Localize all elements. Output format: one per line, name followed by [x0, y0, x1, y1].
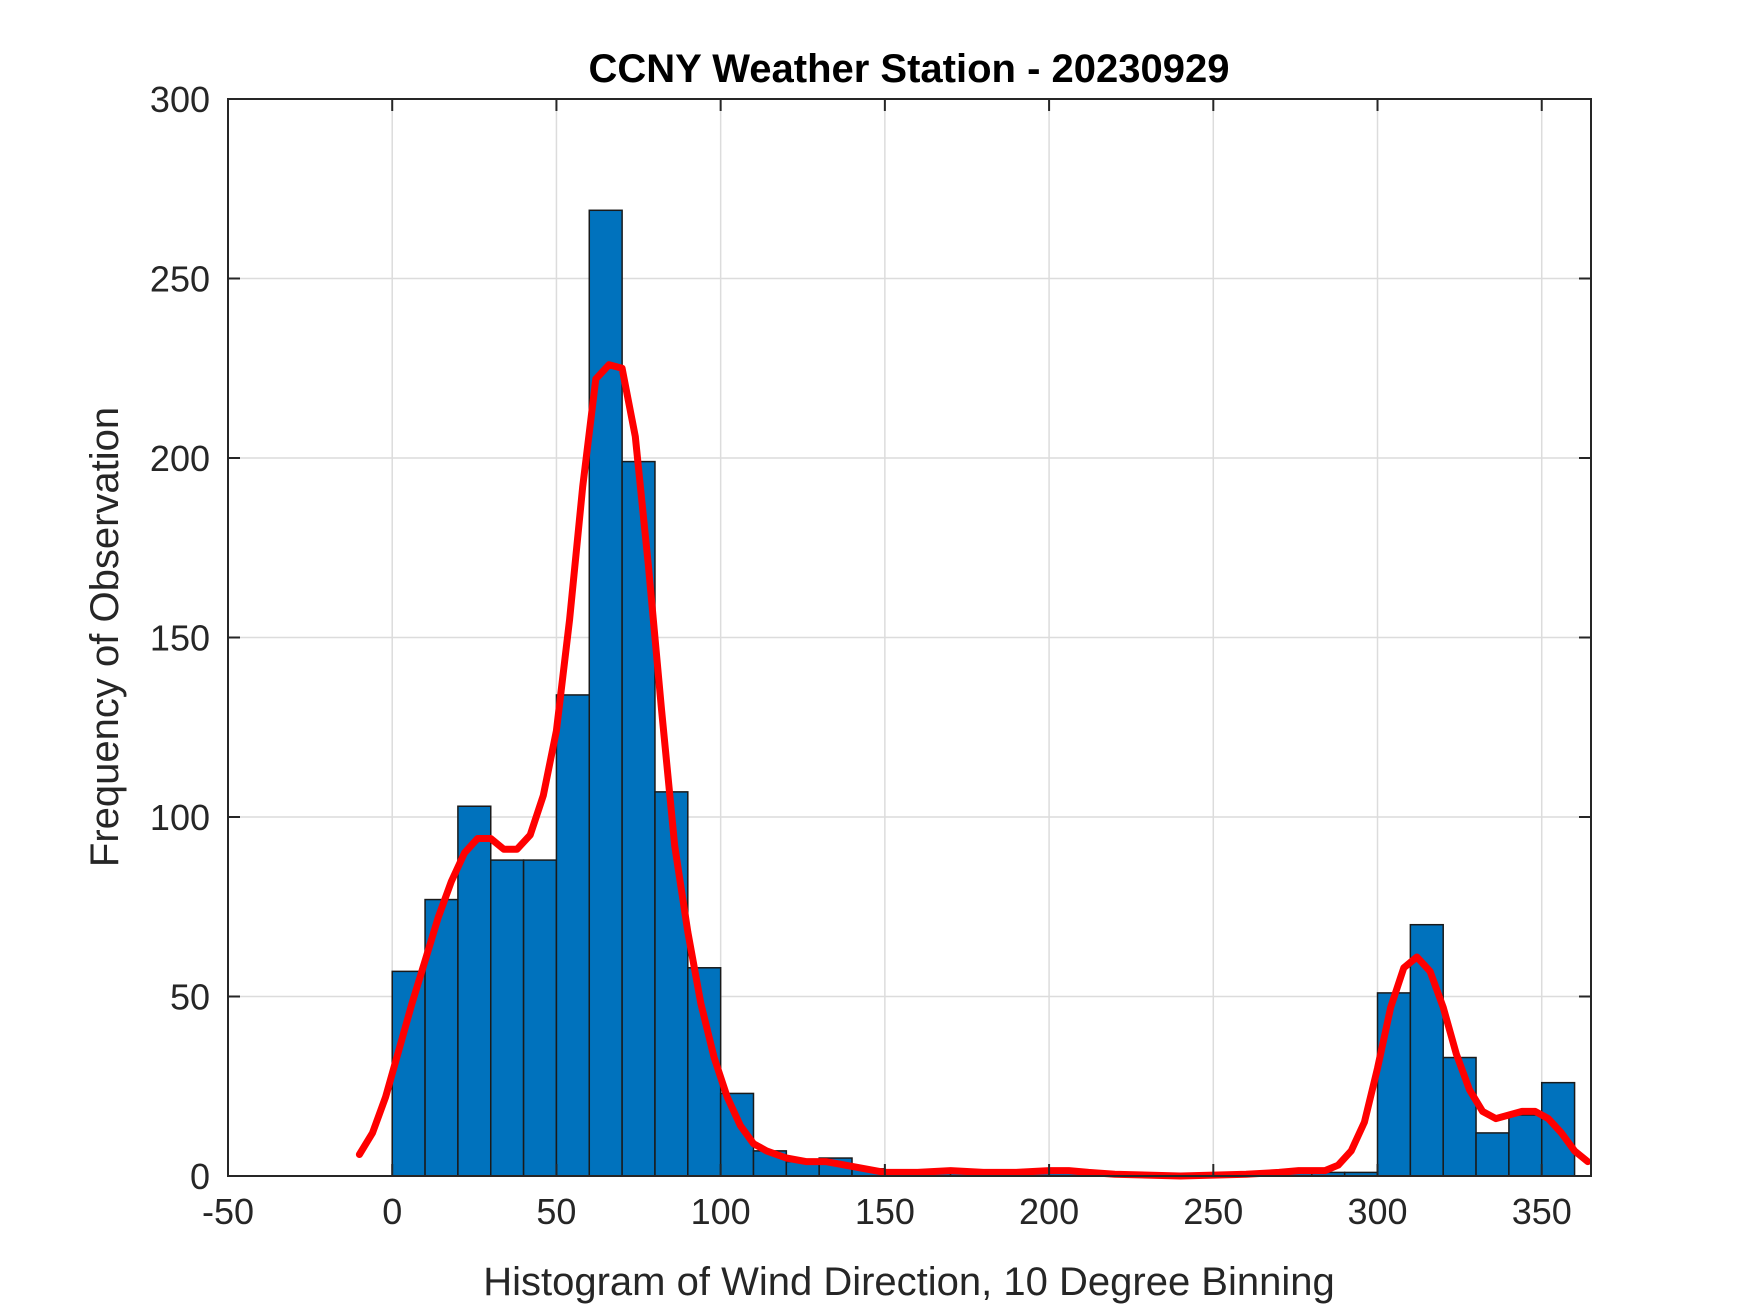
histogram-bar [391, 970, 426, 1177]
histogram-bar [654, 791, 689, 1177]
density-fit-line [355, 361, 1592, 1180]
y-axis-label: Frequency of Observation [83, 407, 127, 867]
x-tick-label: 150 [855, 1191, 915, 1232]
x-tick-label: 350 [1512, 1191, 1572, 1232]
x-tick-label: 100 [691, 1191, 751, 1232]
histogram-bar [1475, 1132, 1510, 1177]
y-tick-label: 250 [150, 259, 210, 300]
histogram-bar [1442, 1056, 1477, 1177]
line-layer [355, 361, 1592, 1180]
bar-layer [391, 209, 1576, 1177]
y-tick-label: 100 [150, 797, 210, 838]
x-tick-label: 0 [382, 1191, 402, 1232]
x-tick-label: 200 [1019, 1191, 1079, 1232]
histogram-bar [588, 209, 623, 1177]
x-tick-label: 50 [536, 1191, 576, 1232]
y-tick-label: 300 [150, 79, 210, 120]
grid-layer [228, 99, 1591, 1176]
histogram-bar [1508, 1114, 1543, 1177]
y-tick-label: 150 [150, 618, 210, 659]
x-tick-labels: -50 0 50 100 150 200 250 300 350 [202, 1191, 1572, 1232]
y-tick-labels: 0 50 100 150 200 250 300 [150, 79, 210, 1197]
histogram-bar [1376, 992, 1412, 1177]
y-tick-label: 0 [190, 1156, 210, 1197]
y-tick-label: 50 [170, 977, 210, 1018]
x-tick-label: 300 [1347, 1191, 1407, 1232]
x-tick-label: 250 [1183, 1191, 1243, 1232]
chart-title: CCNY Weather Station - 20230929 [589, 47, 1230, 91]
histogram-bar [555, 694, 591, 1177]
x-tick-label: -50 [202, 1191, 254, 1232]
histogram-bar [522, 859, 558, 1177]
x-axis-label: Histogram of Wind Direction, 10 Degree B… [483, 1260, 1335, 1304]
histogram-bar [489, 859, 525, 1177]
tick-layer [227, 98, 1591, 1177]
y-tick-label: 200 [150, 438, 210, 479]
